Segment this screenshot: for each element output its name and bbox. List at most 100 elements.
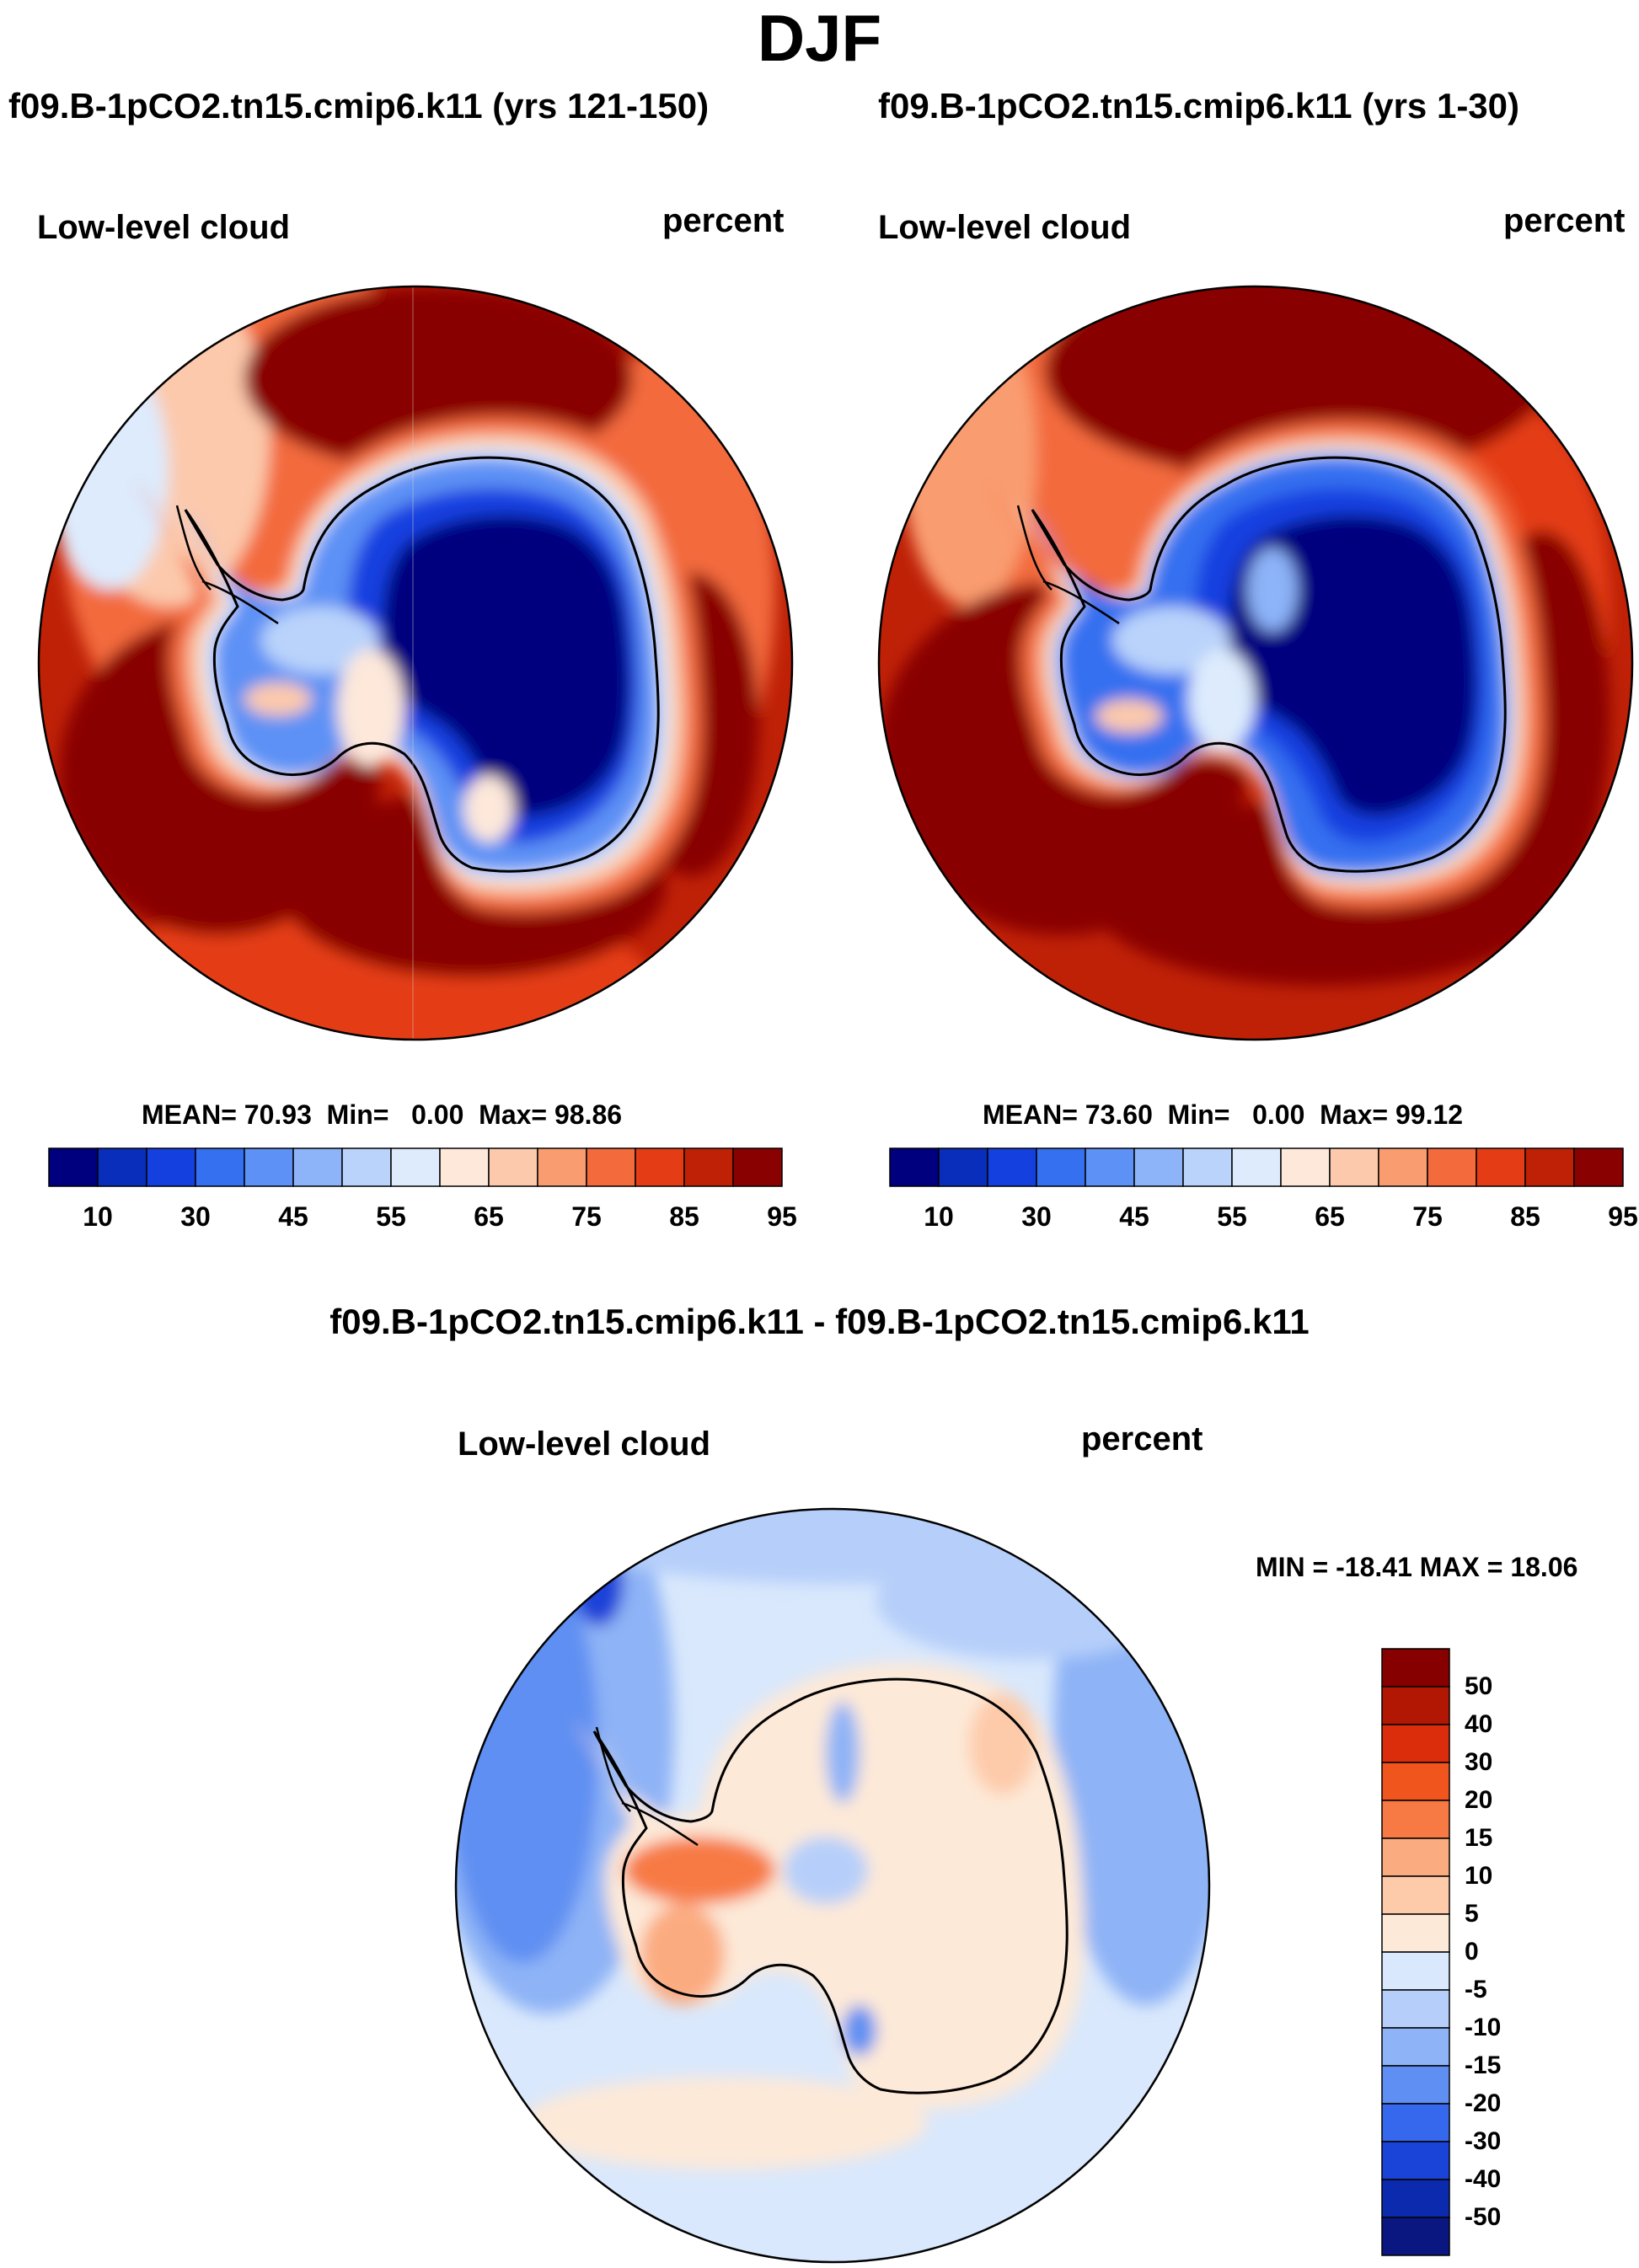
panel-1-units-label: percent — [662, 202, 785, 239]
map-panel-1 — [39, 286, 792, 1040]
colorbar-swatch — [1280, 1147, 1331, 1187]
colorbar-swatch — [1036, 1147, 1086, 1187]
map-border-panel-1 — [37, 285, 794, 1041]
colorbar-tick-label: 20 — [1465, 1786, 1493, 1814]
colorbar-swatch — [1381, 1762, 1450, 1801]
diff-minmax: MIN = -18.41 MAX = 18.06 — [1256, 1552, 1578, 1582]
colorbar-tick-label: 85 — [669, 1201, 699, 1232]
colorbar-swatch — [1381, 1875, 1450, 1915]
colorbar-swatch — [537, 1147, 587, 1187]
colorbar-tick-label: 10 — [83, 1201, 113, 1232]
colorbar-tick-label: 45 — [1119, 1201, 1149, 1232]
panel-2-stats: MEAN= 73.60 Min= 0.00 Max= 99.12 — [983, 1099, 1464, 1130]
colorbar-swatch — [48, 1147, 99, 1187]
colorbar-tick-label: 15 — [1465, 1824, 1493, 1852]
colorbar-panel-2 — [889, 1147, 1624, 1187]
colorbar-tick-label: 45 — [278, 1201, 308, 1232]
colorbar-swatch — [195, 1147, 245, 1187]
colorbar-swatch — [1381, 1800, 1450, 1839]
diff-panel-title: f09.B-1pCO2.tn15.cmip6.k11 - f09.B-1pCO2… — [329, 1302, 1310, 1341]
colorbar-swatch — [1476, 1147, 1526, 1187]
colorbar-swatch — [97, 1147, 147, 1187]
colorbar-tick-label: -10 — [1465, 2014, 1502, 2041]
colorbar-tick-label: 10 — [1465, 1862, 1493, 1890]
colorbar-tick-label: -40 — [1465, 2165, 1502, 2193]
colorbar-swatch — [1381, 1951, 1450, 1991]
colorbar-swatch — [1381, 1913, 1450, 1953]
colorbar-swatch — [732, 1147, 783, 1187]
colorbar-swatch — [1381, 1837, 1450, 1877]
colorbar-tick-label: 75 — [571, 1201, 602, 1232]
colorbar-swatch — [439, 1147, 490, 1187]
colorbar-tick-label: -15 — [1465, 2051, 1502, 2079]
panel-2-title: f09.B-1pCO2.tn15.cmip6.k11 (yrs 1-30) — [878, 86, 1520, 126]
colorbar-swatch — [1182, 1147, 1233, 1187]
panel-2-variable-label: Low-level cloud — [878, 209, 1132, 246]
colorbar-tick-label: 65 — [474, 1201, 504, 1232]
map-border-panel-diff — [454, 1507, 1211, 2264]
panel-1-title: f09.B-1pCO2.tn15.cmip6.k11 (yrs 121-150) — [8, 86, 710, 126]
colorbar-tick-label: -20 — [1465, 2089, 1502, 2117]
colorbar-swatch — [1085, 1147, 1135, 1187]
map-border-panel-2 — [877, 285, 1634, 1041]
colorbar-swatch — [390, 1147, 441, 1187]
colorbar-swatch — [938, 1147, 988, 1187]
colorbar-swatch — [1381, 2027, 1450, 2067]
colorbar-diff — [1381, 1648, 1450, 2256]
map-panel-2 — [879, 286, 1632, 1040]
colorbar-swatch — [1573, 1147, 1624, 1187]
panel-1-variable-label: Low-level cloud — [37, 209, 291, 246]
colorbar-swatch — [1381, 2065, 1450, 2105]
colorbar-tick-label: 0 — [1465, 1938, 1479, 1966]
colorbar-swatch — [292, 1147, 343, 1187]
colorbar-tick-label: 40 — [1465, 1710, 1493, 1738]
colorbar-swatch — [1524, 1147, 1575, 1187]
colorbar-tick-label: 85 — [1510, 1201, 1540, 1232]
colorbar-swatch — [987, 1147, 1037, 1187]
colorbar-swatch — [889, 1147, 940, 1187]
colorbar-swatch — [1381, 2103, 1450, 2142]
colorbar-swatch — [1231, 1147, 1282, 1187]
colorbar-swatch — [1329, 1147, 1379, 1187]
colorbar-tick-label: 50 — [1465, 1672, 1493, 1700]
colorbar-swatch — [1427, 1147, 1477, 1187]
colorbar-tick-label: -30 — [1465, 2127, 1502, 2155]
main-title: DJF — [757, 1, 882, 75]
colorbar-swatch — [341, 1147, 392, 1187]
colorbar-tick-label: 30 — [1021, 1201, 1052, 1232]
map-panel-diff — [456, 1509, 1209, 2262]
colorbar-swatch — [488, 1147, 538, 1187]
colorbar-swatch — [1381, 1686, 1450, 1725]
colorbar-swatch — [1378, 1147, 1428, 1187]
diff-units-label: percent — [1081, 1420, 1203, 1458]
colorbar-swatch — [146, 1147, 196, 1187]
colorbar-tick-label: 95 — [767, 1201, 797, 1232]
colorbar-swatch — [1381, 1648, 1450, 1688]
colorbar-tick-label: 5 — [1465, 1900, 1479, 1928]
colorbar-tick-label: 30 — [180, 1201, 211, 1232]
colorbar-tick-label: 95 — [1608, 1201, 1638, 1232]
colorbar-tick-label: 55 — [376, 1201, 406, 1232]
colorbar-swatch — [1381, 1989, 1450, 2029]
colorbar-tick-label: 30 — [1465, 1748, 1493, 1776]
colorbar-swatch — [244, 1147, 294, 1187]
colorbar-swatch — [1381, 2217, 1450, 2256]
colorbar-swatch — [683, 1147, 734, 1187]
colorbar-tick-label: 75 — [1412, 1201, 1443, 1232]
colorbar-tick-label: -5 — [1465, 1976, 1487, 2003]
panel-2-units-label: percent — [1503, 202, 1626, 239]
colorbar-swatch — [1381, 2179, 1450, 2218]
colorbar-swatch — [1133, 1147, 1184, 1187]
colorbar-swatch — [586, 1147, 636, 1187]
colorbar-tick-label: 10 — [924, 1201, 954, 1232]
panel-1-stats: MEAN= 70.93 Min= 0.00 Max= 98.86 — [142, 1099, 623, 1130]
colorbar-swatch — [1381, 2141, 1450, 2180]
colorbar-tick-label: 55 — [1217, 1201, 1247, 1232]
colorbar-swatch — [635, 1147, 685, 1187]
colorbar-tick-label: 65 — [1315, 1201, 1345, 1232]
colorbar-panel-1 — [48, 1147, 783, 1187]
colorbar-swatch — [1381, 1724, 1450, 1763]
colorbar-tick-label: -50 — [1465, 2203, 1502, 2231]
diff-variable-label: Low-level cloud — [458, 1426, 711, 1463]
